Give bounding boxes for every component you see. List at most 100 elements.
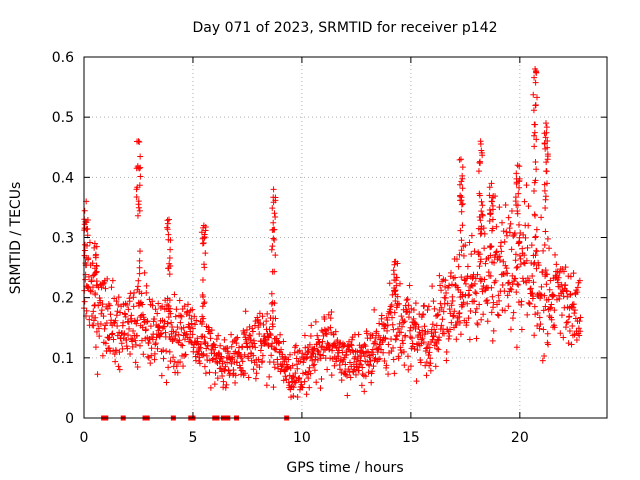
data-point <box>161 323 168 330</box>
data-point <box>165 216 172 223</box>
data-point <box>133 194 140 201</box>
data-point <box>266 326 273 333</box>
data-point <box>430 333 437 340</box>
data-point <box>490 299 497 306</box>
data-point <box>303 371 310 378</box>
data-point <box>551 324 558 331</box>
data-point <box>430 298 437 305</box>
data-point <box>271 210 278 217</box>
data-point <box>170 328 177 335</box>
data-point <box>571 310 578 317</box>
data-point <box>446 306 453 313</box>
data-point <box>92 314 99 321</box>
data-point <box>437 282 444 289</box>
data-point <box>87 288 94 295</box>
data-point <box>133 320 140 327</box>
data-point <box>405 366 412 373</box>
data-point <box>420 311 427 318</box>
data-point <box>123 343 130 350</box>
data-point <box>268 246 275 253</box>
data-point <box>145 340 152 347</box>
data-point <box>166 348 173 355</box>
data-point <box>537 321 544 328</box>
data-point <box>199 318 206 325</box>
data-point <box>253 370 260 377</box>
data-point <box>152 341 159 348</box>
data-point <box>533 166 540 173</box>
data-point <box>430 332 437 339</box>
data-point <box>317 385 324 392</box>
data-point <box>391 309 398 316</box>
data-point <box>88 277 95 284</box>
data-point <box>260 321 267 328</box>
data-point <box>542 205 549 212</box>
data-point <box>270 219 277 226</box>
data-points <box>81 66 584 421</box>
data-point <box>423 345 430 352</box>
data-point <box>553 261 560 268</box>
data-point <box>513 170 520 177</box>
data-point <box>521 198 528 205</box>
data-point <box>444 300 451 307</box>
data-point <box>453 321 460 328</box>
data-point <box>199 313 206 320</box>
data-point <box>542 196 549 203</box>
data-point <box>200 222 207 229</box>
data-point <box>510 309 517 316</box>
data-point <box>537 291 544 298</box>
data-point <box>562 324 569 331</box>
data-point <box>267 332 274 339</box>
data-point <box>529 273 536 280</box>
data-point <box>129 336 136 343</box>
data-point <box>83 307 90 314</box>
data-point <box>489 225 496 232</box>
data-point <box>299 384 306 391</box>
data-point <box>533 248 540 255</box>
data-point <box>396 280 403 287</box>
data-point <box>225 367 232 374</box>
data-point <box>189 331 196 338</box>
data-point <box>474 321 481 328</box>
data-point <box>116 349 123 356</box>
data-point <box>259 358 266 365</box>
data-point <box>542 134 549 141</box>
data-point <box>201 334 208 341</box>
data-point <box>408 305 415 312</box>
data-point <box>277 331 284 338</box>
data-point <box>538 283 545 290</box>
data-point <box>137 153 144 160</box>
data-point <box>394 333 401 340</box>
data-point <box>302 344 309 351</box>
x-tick-label: 20 <box>511 430 529 446</box>
data-point <box>531 129 538 136</box>
data-point <box>369 368 376 375</box>
data-point <box>179 342 186 349</box>
data-point <box>297 358 304 365</box>
data-point <box>505 279 512 286</box>
data-point <box>221 336 228 343</box>
data-point <box>178 313 185 320</box>
data-point <box>395 355 402 362</box>
data-point <box>479 202 486 209</box>
data-point <box>102 285 109 292</box>
data-point <box>97 297 104 304</box>
data-point <box>512 275 519 282</box>
data-point <box>251 340 258 347</box>
data-point <box>154 310 161 317</box>
data-point <box>542 228 549 235</box>
data-point <box>429 283 436 290</box>
data-point <box>500 228 507 235</box>
data-point <box>269 268 276 275</box>
data-point <box>157 331 164 338</box>
data-point <box>318 375 325 382</box>
data-point <box>126 325 133 332</box>
data-point <box>88 313 95 320</box>
data-point <box>435 346 442 353</box>
data-point <box>496 204 503 211</box>
data-point <box>490 193 497 200</box>
data-point <box>547 305 554 312</box>
data-point <box>560 268 567 275</box>
data-point <box>489 202 496 209</box>
data-point <box>115 301 122 308</box>
data-point <box>290 384 297 391</box>
